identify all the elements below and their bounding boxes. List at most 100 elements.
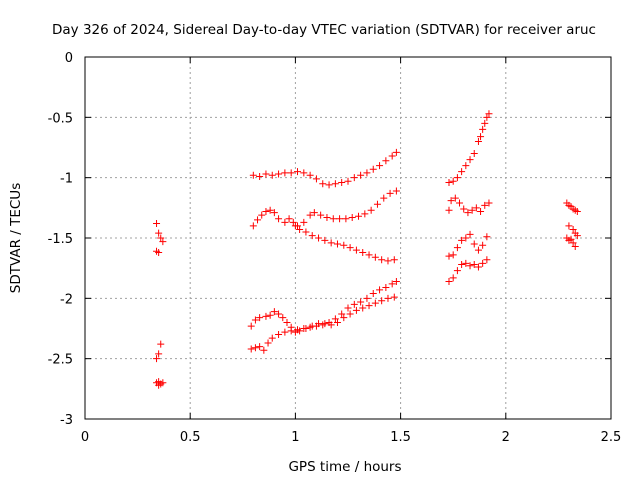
data-point bbox=[251, 316, 259, 324]
data-point bbox=[367, 206, 375, 214]
data-point bbox=[481, 119, 489, 127]
data-point bbox=[451, 194, 459, 202]
data-point bbox=[352, 246, 360, 254]
data-point bbox=[392, 187, 400, 195]
data-point bbox=[378, 256, 386, 264]
data-point bbox=[254, 216, 262, 224]
data-point bbox=[340, 241, 348, 249]
data-point bbox=[310, 209, 318, 217]
data-point bbox=[260, 346, 268, 354]
data-point bbox=[256, 172, 264, 180]
data-point bbox=[485, 110, 493, 118]
x-tick-label: 0.5 bbox=[180, 430, 201, 445]
data-point bbox=[291, 222, 299, 230]
data-point bbox=[346, 244, 354, 252]
data-point bbox=[384, 294, 392, 302]
data-point bbox=[479, 259, 487, 267]
x-axis-ticks: 0 0.5 1 1.5 2 2.5 bbox=[81, 57, 621, 445]
data-markers bbox=[153, 110, 581, 389]
data-point bbox=[262, 170, 270, 178]
data-point bbox=[296, 226, 304, 234]
data-point bbox=[333, 240, 341, 248]
data-point bbox=[155, 350, 163, 358]
data-point bbox=[155, 248, 163, 256]
grid-lines bbox=[85, 57, 611, 419]
data-point bbox=[380, 194, 388, 202]
data-point bbox=[392, 277, 400, 285]
data-point bbox=[466, 262, 474, 270]
data-point bbox=[453, 174, 461, 182]
data-point bbox=[321, 236, 329, 244]
data-point bbox=[331, 180, 339, 188]
data-point bbox=[456, 199, 464, 207]
data-point bbox=[294, 168, 302, 176]
data-point bbox=[342, 215, 350, 223]
series-track-7 bbox=[445, 194, 493, 217]
data-point bbox=[573, 207, 581, 215]
data-point bbox=[270, 209, 278, 217]
data-point bbox=[460, 205, 468, 213]
y-tick-label: -2.5 bbox=[48, 353, 73, 368]
series-track-10 bbox=[563, 199, 581, 250]
data-point bbox=[388, 152, 396, 160]
data-point bbox=[382, 283, 390, 291]
data-point bbox=[474, 263, 482, 271]
data-point bbox=[266, 311, 274, 319]
data-point bbox=[256, 314, 264, 322]
data-point bbox=[481, 201, 489, 209]
data-point bbox=[319, 180, 327, 188]
data-point bbox=[338, 310, 346, 318]
data-point bbox=[483, 233, 491, 241]
data-point bbox=[348, 213, 356, 221]
series-cluster-b bbox=[153, 340, 167, 389]
data-point bbox=[155, 229, 163, 237]
data-point bbox=[264, 339, 272, 347]
data-point bbox=[338, 178, 346, 186]
data-point bbox=[350, 174, 358, 182]
data-point bbox=[350, 300, 358, 308]
data-point bbox=[458, 236, 466, 244]
data-point bbox=[479, 125, 487, 133]
data-point bbox=[249, 171, 257, 179]
data-point bbox=[281, 218, 289, 226]
x-tick-label: 2 bbox=[502, 430, 510, 445]
series-track-5 bbox=[247, 277, 400, 354]
x-axis-label: GPS time / hours bbox=[288, 459, 401, 475]
data-point bbox=[363, 294, 371, 302]
data-point bbox=[462, 259, 470, 267]
data-point bbox=[466, 156, 474, 164]
data-point bbox=[359, 304, 367, 312]
data-point bbox=[266, 206, 274, 214]
data-point bbox=[275, 331, 283, 339]
data-point bbox=[462, 162, 470, 170]
series-track-9 bbox=[445, 256, 491, 285]
data-point bbox=[373, 200, 381, 208]
data-point bbox=[390, 293, 398, 301]
data-point bbox=[378, 297, 386, 305]
data-point bbox=[153, 220, 161, 228]
data-point bbox=[382, 157, 390, 165]
data-point bbox=[268, 171, 276, 179]
data-point bbox=[346, 310, 354, 318]
data-point bbox=[447, 197, 455, 205]
data-point bbox=[262, 207, 270, 215]
data-point bbox=[289, 218, 297, 226]
data-point bbox=[485, 199, 493, 207]
data-point bbox=[323, 213, 331, 221]
data-point bbox=[283, 318, 291, 326]
data-point bbox=[300, 325, 308, 332]
data-point bbox=[445, 178, 453, 186]
data-point bbox=[308, 232, 316, 240]
data-point bbox=[256, 343, 264, 351]
y-tick-label: -2 bbox=[60, 292, 73, 307]
data-point bbox=[392, 148, 400, 156]
data-point bbox=[281, 169, 289, 177]
data-point bbox=[275, 170, 283, 178]
data-point bbox=[344, 177, 352, 185]
chart-title: Day 326 of 2024, Sidereal Day-to-day VTE… bbox=[52, 22, 596, 38]
data-point bbox=[369, 165, 377, 173]
data-point bbox=[449, 274, 457, 282]
series-track-2 bbox=[249, 187, 400, 230]
data-point bbox=[571, 242, 579, 250]
